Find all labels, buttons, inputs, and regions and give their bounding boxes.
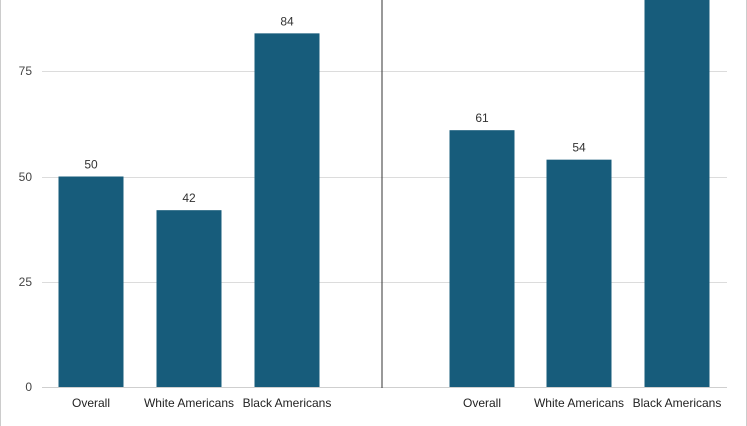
x-category-label: White Americans bbox=[144, 396, 234, 410]
x-category-label: Overall bbox=[463, 396, 501, 410]
x-category-label: Black Americans bbox=[633, 396, 722, 410]
y-tick-label: 50 bbox=[19, 170, 33, 184]
data-label: 84 bbox=[280, 14, 294, 28]
category-labels: Overall White Americans Black Americans Ove… bbox=[72, 396, 721, 410]
y-tick-label: 75 bbox=[19, 64, 33, 78]
bar-white-americans bbox=[156, 210, 222, 387]
bars bbox=[58, 0, 710, 388]
bar-white-americans bbox=[546, 159, 612, 387]
data-label: 42 bbox=[182, 191, 196, 205]
bar-overall bbox=[449, 130, 515, 387]
bar-black-americans bbox=[254, 33, 320, 388]
data-labels: 50 42 84 61 54 bbox=[84, 14, 586, 205]
gridlines bbox=[42, 71, 727, 388]
data-label: 50 bbox=[84, 158, 98, 172]
data-label: 61 bbox=[475, 111, 489, 125]
x-category-label: White Americans bbox=[534, 396, 624, 410]
x-category-label: Black Americans bbox=[243, 396, 332, 410]
y-tick-label: 0 bbox=[25, 380, 32, 394]
x-category-label: Overall bbox=[72, 396, 110, 410]
y-axis: 0 25 50 75 bbox=[19, 64, 33, 394]
bar-black-americans bbox=[644, 0, 710, 387]
bar-overall bbox=[58, 176, 124, 387]
data-label: 54 bbox=[572, 141, 586, 155]
y-tick-label: 25 bbox=[19, 275, 33, 289]
